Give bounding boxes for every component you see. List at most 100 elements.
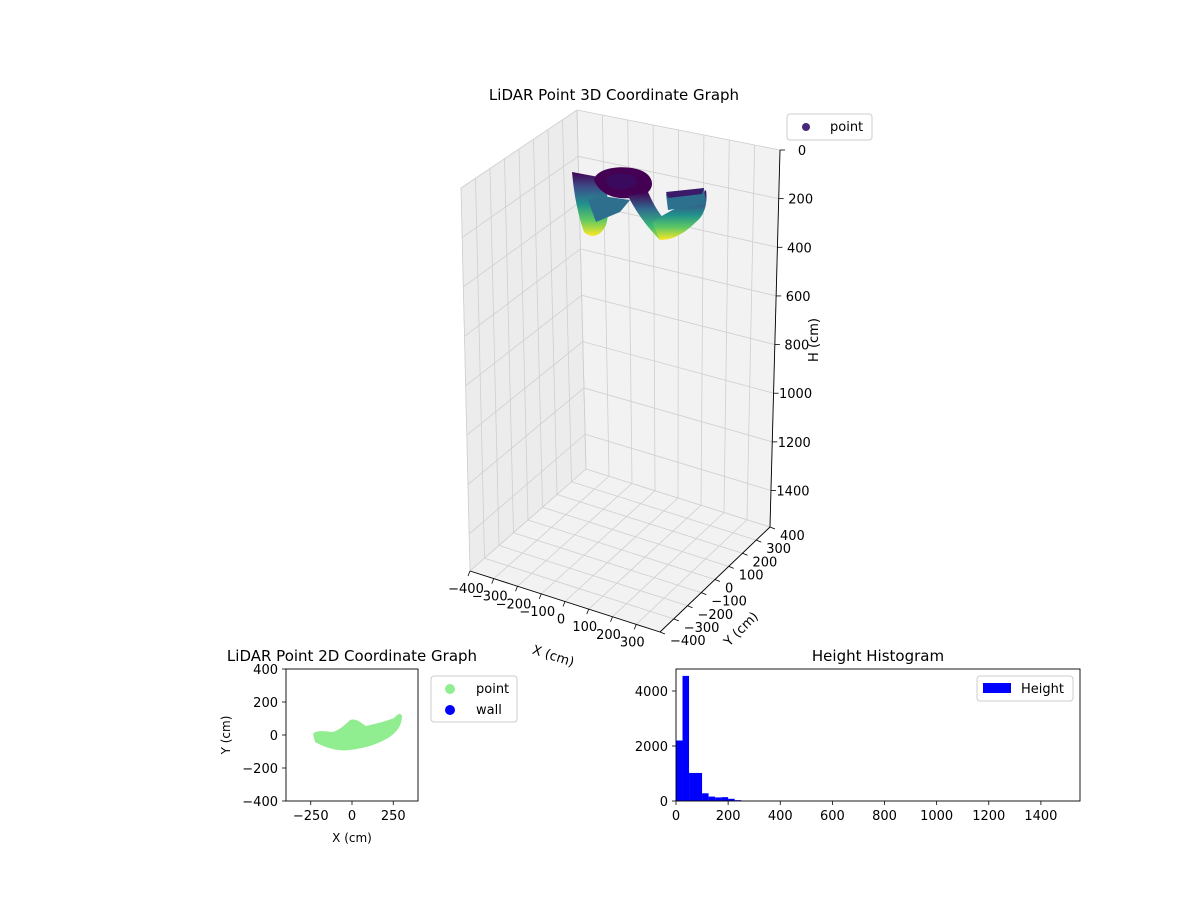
grid-left-y [475,178,485,559]
y-tick-3d [714,579,721,582]
z-tick-label-3d: 200 [788,193,813,208]
grid-left-y [518,148,529,521]
grid-left-y [504,158,514,533]
legend-histogram: Height [976,675,1074,702]
y-tick-3d [756,539,762,543]
cloud-bridge-left [588,196,630,222]
histogram-bar [702,793,709,801]
plot-histogram: Height Histogram 0 200 400 600 800 1000 1200 14… [635,647,1081,824]
y-axis-label-2d: Y (cm) [219,716,233,756]
y-tick-3d [701,592,707,595]
y-tick-label-hist: 2000 [635,740,668,755]
y-tick-label-3d: 0 [725,582,733,597]
ticks-2d: −250 0 250 400 200 0 −200 −400 [242,663,405,824]
legend-2d: point wall [430,675,518,723]
y-tick-3d [742,552,748,556]
x-tick-label-hist: 600 [820,809,845,824]
histogram-bar [721,797,729,801]
x-tick-label-hist: 1000 [920,809,953,824]
x-tick-label-hist: 1200 [972,809,1005,824]
y-tick-label-hist: 4000 [635,685,668,700]
y-tick-label-2d: 0 [270,729,278,744]
histogram-bar [682,675,690,801]
x-tick-label-hist: 200 [716,809,741,824]
legend-histogram-swatch [983,683,1011,693]
z-tick-label-3d: 1400 [776,485,809,500]
z-tick-label-3d: 1200 [778,436,811,451]
x-tick-label-hist: 800 [872,809,897,824]
grid-back-x [652,124,656,491]
x-tick-3d [467,570,471,577]
histogram-ticks: 0 200 400 600 800 1000 1200 1400 0 2000 4000 [635,685,1058,824]
grid-back-z [582,341,774,394]
y-tick-label-3d: −200 [698,608,734,623]
grid-back-x [723,139,730,513]
histogram-bar [715,797,722,801]
grid-left-y [533,139,543,508]
x-tick-label-3d: 0 [557,613,565,628]
grid-back-x [746,144,756,520]
grid-floor-y [585,468,771,528]
legend-2d-label-wall: wall [476,703,502,718]
grid-floor-y [484,557,674,620]
z-tick-label-3d: 400 [787,241,812,256]
z-axis-label-3d: H (cm) [807,318,822,362]
x-tick-label-2d: −250 [293,809,329,824]
histogram-bar [676,740,683,801]
y-tick-label-3d: −100 [711,595,747,610]
plot-2d: LiDAR Point 2D Coordinate Graph −250 0 250… [219,647,518,845]
grid-back-z [576,109,781,151]
cloud-top-ring-inner [606,173,637,190]
x-tick-3d [633,624,637,630]
grid-left-z [460,109,578,189]
histogram-title: Height Histogram [812,647,944,665]
x-tick-label-3d: 200 [596,628,621,643]
grid-left-z [466,341,584,436]
grid-floor-y [556,494,743,554]
histogram-bars [676,675,742,801]
y-tick-label-3d: 400 [780,529,805,544]
grid-back-z [581,294,775,345]
x-tick-label-hist: 400 [768,809,793,824]
x-tick-label-3d: −400 [448,582,484,597]
histogram-bar [728,798,735,801]
x-tick-3d [538,593,542,600]
x-tick-label-3d: −100 [519,605,555,620]
y-tick-label-3d: −300 [684,621,720,636]
y-tick-label-2d: 400 [253,663,278,678]
x-axis-label-2d: X (cm) [332,831,372,845]
y-tick-label-2d: 200 [253,696,278,711]
x-tick-label-hist: 1400 [1024,809,1057,824]
y-tick-3d [673,618,679,622]
legend-3d-frame [786,113,873,141]
legend-2d-marker-wall [445,705,455,715]
legend-3d-label: point [830,120,863,135]
x-tick-label-3d: 100 [572,620,597,635]
grid-left-z [467,387,585,485]
x-tick-label-3d: 300 [620,635,645,650]
x-tick-label-2d: 0 [348,809,356,824]
z-tick-label-3d: 800 [784,339,809,354]
grid-left-z [464,248,581,337]
z-tick-label-3d: 600 [786,290,811,305]
y-tick-label-2d: −400 [242,795,278,810]
grid-floor-y [527,519,716,580]
grid-left-y [562,119,572,482]
legend-2d-label-point: point [476,682,509,697]
y-tick-label-3d: 200 [753,555,778,570]
plot-3d: LiDAR Point 3D Coordinate Graph −400−300… [448,86,873,670]
y-tick-3d [659,631,666,635]
x-tick-label-3d: −300 [472,590,508,605]
legend-histogram-label: Height [1021,682,1064,697]
plot-3d-title: LiDAR Point 3D Coordinate Graph [489,86,739,104]
grid-left-y [547,129,558,495]
x-tick-label-3d: −200 [496,597,532,612]
z-tick-label-3d: 0 [798,144,806,159]
y-tick-label-3d: 300 [766,542,791,557]
grid-left-y [489,168,500,546]
grid-back-z [578,155,779,200]
y-tick-3d [728,566,734,569]
grid-back-z [583,387,773,443]
